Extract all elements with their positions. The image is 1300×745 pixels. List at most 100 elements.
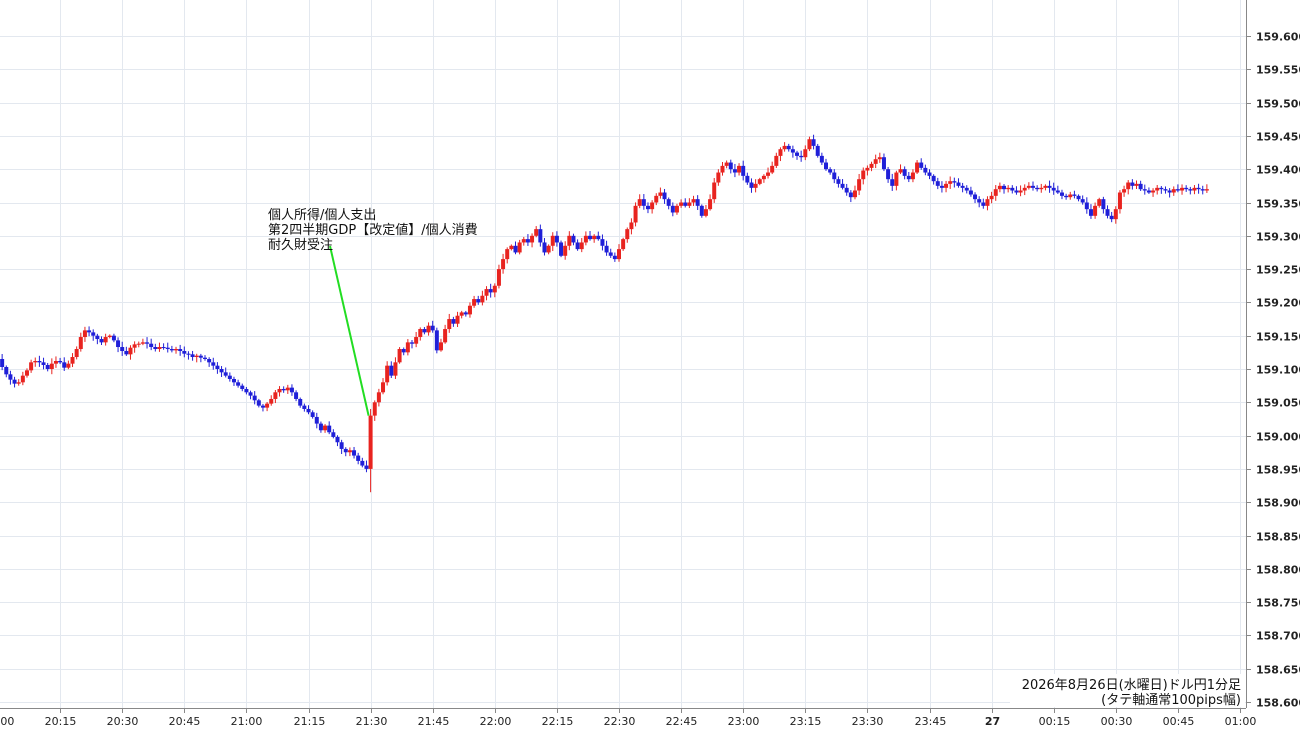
candle [1039,183,1044,193]
candle-body [467,305,472,315]
candle-body [592,235,597,240]
candle-body [848,192,853,198]
y-tick-label: 158.950 [1256,464,1300,477]
candle-body [372,402,377,416]
candle [873,154,878,169]
candle-body [861,170,866,180]
candle-body [70,357,75,364]
candle [107,334,112,339]
candle [815,143,820,158]
candle-body [621,239,626,250]
candle [687,198,692,209]
candle-body [923,167,928,173]
candle [4,365,9,378]
candle-body [12,379,17,384]
candle [1175,184,1180,193]
candle [790,145,795,158]
candle [683,198,688,208]
candle [927,169,932,180]
candle [662,188,667,204]
x-tick-label: 23:00 [728,715,760,728]
candle [422,327,427,335]
candle-body [405,342,410,353]
candle [426,322,431,336]
y-tick-label: 158.700 [1256,630,1300,643]
candle [600,234,605,251]
x-tick-label: 27 [985,715,1000,728]
candle [604,240,609,256]
candle [99,336,104,345]
candle [588,231,593,241]
candle [621,237,626,251]
candle-body [422,329,427,333]
candle-body [360,460,365,466]
candle [944,180,949,193]
candle [174,346,179,354]
candle-body [617,249,621,260]
candle [546,244,551,255]
candle [550,232,555,252]
candle-body [1122,189,1127,193]
candle [128,345,133,360]
candle [571,233,576,246]
y-tick-label: 158.600 [1256,697,1300,710]
annotation-line-3: 耐久財受注 [268,238,333,253]
candle [654,193,659,206]
candle-body [774,155,779,166]
candle-body [314,416,319,424]
x-tick-label: 00:30 [1101,715,1133,728]
candle-body [641,199,646,206]
candle-body [149,343,154,348]
candle [728,159,733,174]
candle [1006,185,1011,193]
candle-body [265,403,270,408]
candle-body [944,183,949,188]
x-tick-label: 23:15 [790,715,822,728]
candle-body [347,450,352,453]
candle-body [766,172,771,176]
candle-body [157,347,162,350]
candle [410,339,414,349]
candle-body [712,182,717,200]
candle [766,167,771,179]
candle-body [1200,189,1205,191]
candle [314,412,319,429]
candle [1146,187,1151,194]
candle-body [472,299,477,306]
candle [1117,190,1122,214]
candle-body [890,179,895,186]
x-tick-label: 21:30 [356,715,388,728]
candle-body [463,312,468,315]
candle [703,204,708,218]
candle-body [968,190,973,195]
candle [956,178,961,188]
candle [968,186,973,197]
candle [236,379,241,388]
candle [902,166,907,180]
candle-body [902,169,907,176]
candle [360,457,365,468]
candle-body [140,342,145,344]
candle-body [87,330,92,333]
candle-body [596,235,601,240]
candle-body [1134,183,1139,186]
candle-body [426,325,431,333]
candle-body [1167,190,1172,193]
candle [29,359,34,373]
candle-body [741,165,746,176]
candle-body [111,335,116,341]
candle-body [695,199,700,206]
candle-body [488,289,493,293]
candle [1055,185,1060,194]
candle [513,241,518,255]
candle-body [579,242,584,250]
candle [182,346,187,358]
footnote: 2026年8月26日(水曜日)ドル円1分足 (タテ軸通常100pips幅) [1010,674,1245,708]
candle-body [1159,187,1164,190]
candle [674,203,679,215]
candle-body [919,162,924,168]
candle [1014,186,1019,195]
candle-body [956,182,961,186]
candle [939,181,944,193]
candle-body [1043,185,1048,188]
